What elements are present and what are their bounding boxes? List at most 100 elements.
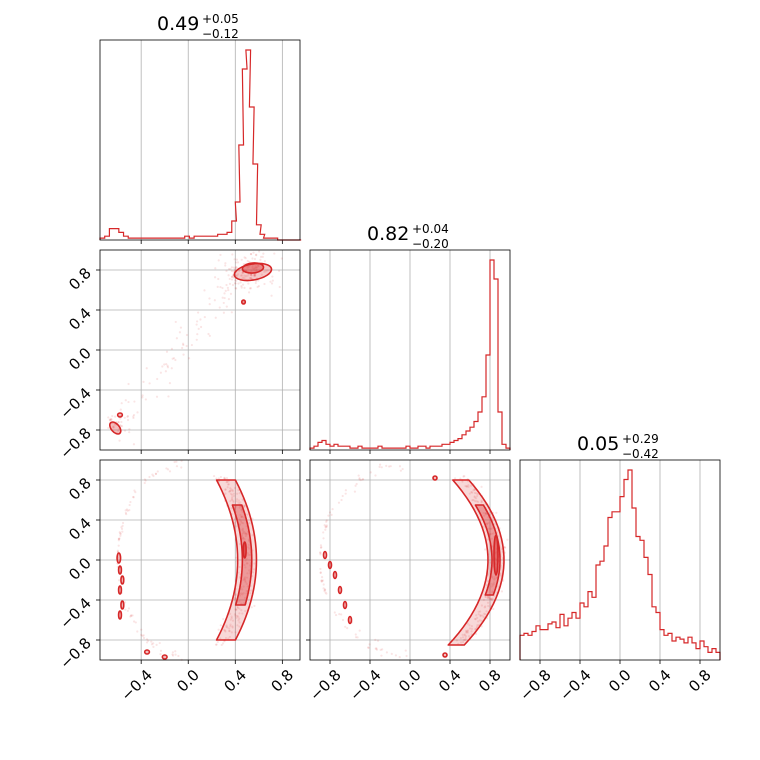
title-param-3: 0.05 +0.29 −0.42 bbox=[577, 432, 659, 461]
sample-point bbox=[166, 364, 169, 367]
sample-point bbox=[232, 492, 235, 495]
sample-point bbox=[231, 275, 234, 278]
sample-point bbox=[233, 258, 236, 261]
sample-point bbox=[240, 533, 244, 536]
sample-point bbox=[262, 252, 265, 255]
x-tick-label: 0.4 bbox=[435, 666, 465, 696]
sample-point bbox=[405, 654, 408, 658]
sample-point bbox=[233, 517, 237, 521]
sample-point bbox=[353, 490, 357, 493]
sample-point bbox=[124, 608, 127, 611]
sample-point bbox=[118, 531, 121, 534]
sample-point bbox=[474, 618, 477, 621]
sample-point bbox=[249, 277, 253, 280]
sample-point bbox=[243, 532, 246, 535]
sample-point bbox=[238, 612, 241, 615]
contour-inner bbox=[474, 504, 501, 596]
sample-point bbox=[486, 596, 490, 599]
sample-point bbox=[230, 488, 233, 491]
sample-point bbox=[280, 257, 283, 260]
sample-point bbox=[195, 323, 198, 326]
sample-point bbox=[487, 527, 490, 530]
sample-point bbox=[255, 269, 258, 272]
sample-point bbox=[491, 584, 494, 587]
sample-point bbox=[148, 475, 151, 479]
contour-islet bbox=[120, 575, 125, 585]
sample-point bbox=[263, 260, 266, 263]
sample-point bbox=[243, 538, 246, 541]
sample-point bbox=[173, 460, 176, 464]
sample-point bbox=[143, 478, 146, 481]
sample-point bbox=[476, 493, 479, 496]
sample-point bbox=[362, 478, 365, 481]
title-3-value: 0.05 bbox=[577, 433, 619, 455]
sample-point bbox=[244, 275, 247, 278]
sample-point bbox=[246, 266, 249, 269]
sample-point bbox=[226, 486, 229, 489]
sample-point bbox=[278, 269, 281, 272]
sample-point bbox=[119, 408, 122, 411]
sample-point bbox=[238, 542, 242, 546]
sample-point bbox=[375, 647, 378, 650]
sample-point bbox=[159, 371, 162, 374]
sample-point bbox=[475, 492, 478, 495]
sample-point bbox=[126, 609, 129, 613]
sample-point bbox=[480, 500, 484, 503]
sample-point bbox=[233, 521, 236, 525]
sample-point bbox=[323, 589, 326, 592]
sample-point bbox=[234, 506, 237, 509]
sample-point bbox=[333, 611, 336, 614]
sample-point bbox=[323, 523, 326, 527]
sample-point bbox=[322, 537, 325, 540]
sample-point bbox=[240, 515, 243, 518]
sample-point bbox=[493, 577, 497, 580]
sample-point bbox=[237, 499, 241, 502]
sample-point bbox=[337, 501, 341, 504]
sample-point bbox=[242, 578, 245, 582]
histogram-param-1 bbox=[99, 39, 302, 244]
sample-point bbox=[319, 571, 322, 574]
sample-point bbox=[461, 636, 465, 639]
sample-point bbox=[182, 353, 185, 356]
sample-point bbox=[128, 431, 131, 434]
sample-point bbox=[238, 506, 241, 509]
x-tick-label: 0.8 bbox=[268, 666, 298, 696]
sample-point bbox=[480, 499, 483, 502]
density-panel-p0-p1 bbox=[96, 249, 301, 454]
sample-point bbox=[245, 576, 249, 579]
sample-point bbox=[148, 382, 151, 385]
sample-point bbox=[231, 619, 235, 622]
sample-point bbox=[374, 474, 377, 477]
sample-point bbox=[254, 274, 257, 277]
sample-point bbox=[234, 631, 237, 634]
contour-islet bbox=[442, 652, 448, 658]
sample-point bbox=[485, 610, 488, 613]
sample-point bbox=[229, 618, 232, 621]
sample-point bbox=[214, 267, 217, 270]
y-tick-label: 0.8 bbox=[65, 474, 95, 504]
sample-point bbox=[369, 471, 372, 474]
sample-point bbox=[120, 402, 123, 405]
sample-point bbox=[165, 350, 169, 353]
y-tick-label: −0.4 bbox=[56, 384, 94, 422]
sample-point bbox=[482, 615, 485, 619]
sample-point bbox=[125, 508, 129, 511]
sample-point bbox=[140, 628, 143, 631]
sample-point bbox=[197, 327, 200, 330]
contour-outer bbox=[447, 479, 505, 646]
sample-point bbox=[238, 617, 241, 620]
sample-point bbox=[257, 279, 260, 282]
sample-point bbox=[224, 630, 227, 633]
sample-point bbox=[221, 642, 225, 645]
sample-point bbox=[227, 288, 230, 292]
sample-point bbox=[126, 418, 130, 422]
sample-point bbox=[499, 573, 502, 576]
sample-point bbox=[229, 625, 232, 628]
sample-point bbox=[231, 490, 234, 493]
sample-point bbox=[252, 251, 255, 254]
sample-point bbox=[482, 598, 485, 601]
sample-point bbox=[253, 257, 257, 261]
sample-point bbox=[227, 274, 230, 277]
sample-point bbox=[254, 274, 257, 277]
sample-point bbox=[475, 614, 478, 617]
